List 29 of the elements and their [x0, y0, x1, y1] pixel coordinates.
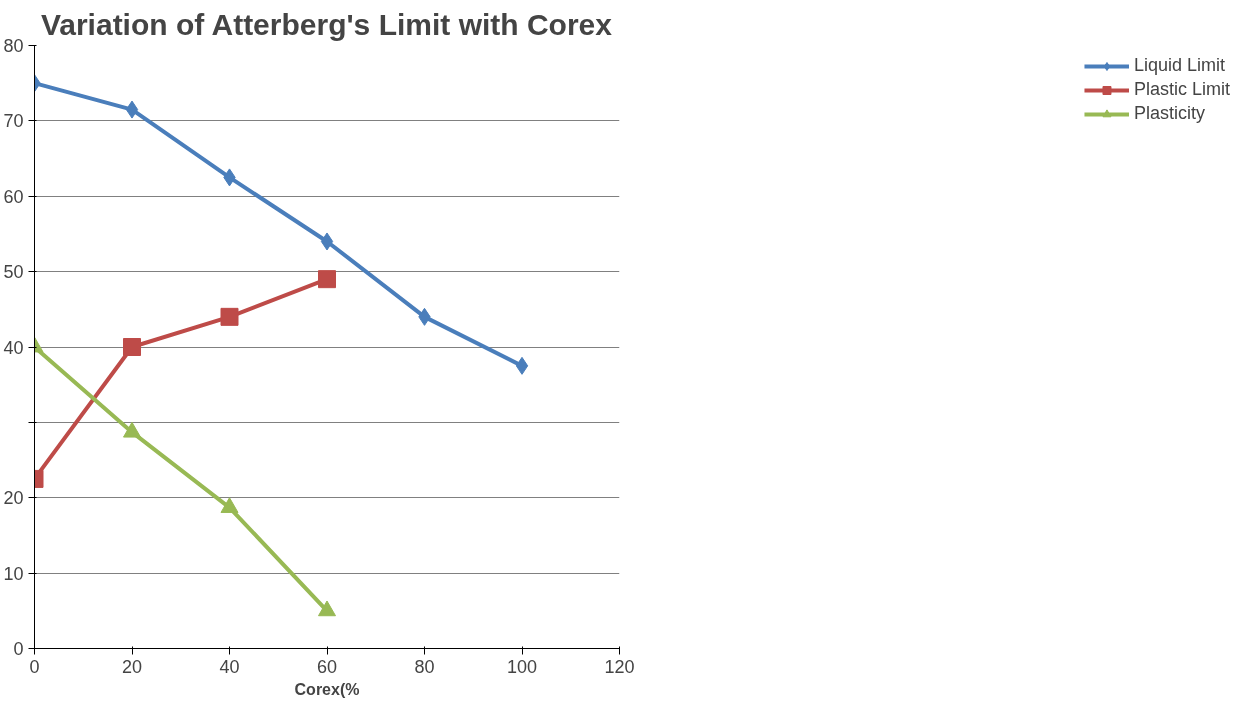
y-tick-label: 70 [3, 111, 24, 132]
y-tick-label: 40 [3, 337, 24, 358]
point [125, 100, 139, 119]
y-tick-label: 60 [3, 186, 24, 207]
y-tick-label: 10 [3, 563, 24, 584]
x-tick-label: 60 [316, 656, 338, 677]
point [515, 356, 529, 375]
chart-title: Variation of Atterberg's Limit with Corex [40, 7, 613, 41]
point [123, 338, 141, 356]
y-tick-label: 80 [3, 36, 24, 56]
y-tick-label: 50 [3, 262, 24, 283]
legend-label: Plastic Limit [1133, 79, 1230, 100]
y-tick-label: 20 [3, 488, 24, 509]
point [220, 497, 239, 513]
x-tick-label: 20 [121, 656, 143, 677]
x-tick-label: 40 [219, 656, 240, 677]
point [123, 421, 141, 438]
point [220, 307, 239, 326]
x-axis-title: Corex(% [294, 680, 360, 698]
x-tick-label: 0 [29, 656, 40, 677]
x-tick-label: 80 [414, 656, 435, 677]
legend-label: Liquid Limit [1133, 55, 1226, 76]
point [320, 232, 334, 251]
y-tick-label: 0 [13, 639, 24, 659]
x-tick-label: 100 [506, 656, 538, 677]
x-tick-label: 120 [604, 656, 635, 677]
point [318, 270, 336, 289]
point [318, 600, 336, 617]
legend-label: Plasticity [1133, 103, 1205, 124]
